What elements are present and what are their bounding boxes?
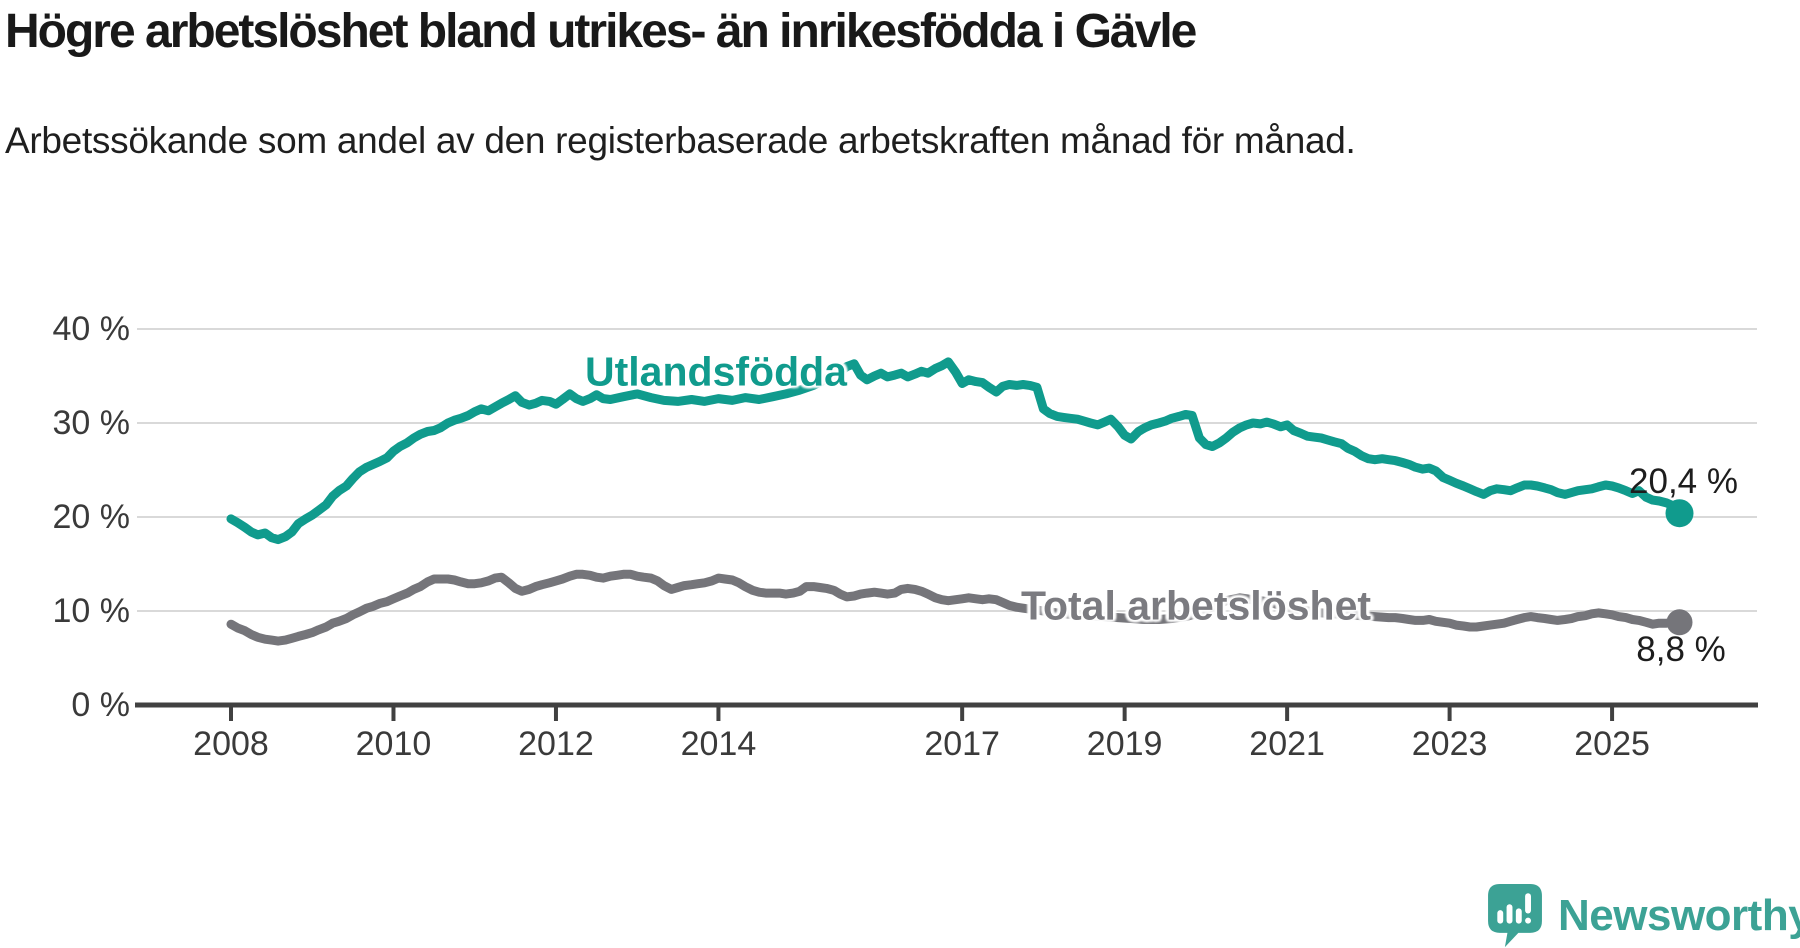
- end-dot-total: [1666, 609, 1693, 636]
- end-value-total: 8,8 %: [1636, 630, 1726, 669]
- brand-name: Newsworthy: [1558, 891, 1800, 940]
- x-axis-label: 2023: [1411, 725, 1488, 763]
- y-axis-label: 10 %: [52, 592, 131, 630]
- x-axis-label: 2012: [518, 725, 594, 763]
- series-label-total: Total arbetslöshet: [1020, 582, 1372, 629]
- x-axis-label: 2008: [193, 725, 269, 763]
- x-axis-label: 2014: [680, 725, 757, 763]
- y-axis-label: 20 %: [52, 498, 131, 536]
- x-axis-label: 2021: [1249, 725, 1325, 763]
- x-axis-label: 2017: [924, 725, 1000, 763]
- y-axis-label: 30 %: [52, 404, 131, 442]
- y-axis-label: 40 %: [52, 310, 131, 348]
- series-label-utlandsfodda: Utlandsfödda: [585, 348, 847, 395]
- speech-bubble-bar-chart-icon: [1488, 884, 1542, 948]
- end-dot-utlandsfodda: [1665, 499, 1694, 528]
- x-axis-label: 2019: [1086, 725, 1163, 763]
- page-title: Högre arbetslöshet bland utrikes- än inr…: [5, 5, 1197, 58]
- y-axis-label: 0 %: [71, 686, 130, 724]
- line-utlandsfodda: [226, 357, 1684, 545]
- line-total: [226, 569, 1684, 646]
- x-axis-label: 2025: [1574, 725, 1650, 763]
- x-axis-label: 2010: [355, 725, 432, 763]
- newsworthy-logo: Newsworthy: [1488, 884, 1800, 948]
- end-value-utlandsfodda: 20,4 %: [1629, 462, 1738, 501]
- chart-subtitle: Arbetssökande som andel av den registerb…: [5, 120, 1356, 161]
